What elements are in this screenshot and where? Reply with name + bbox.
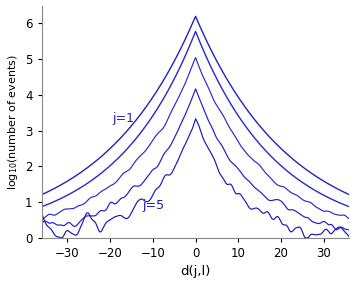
Text: j=5: j=5: [142, 199, 164, 212]
X-axis label: d(j,l): d(j,l): [180, 266, 211, 278]
Text: j=1: j=1: [112, 112, 134, 125]
Y-axis label: log$_{10}$(number of events): log$_{10}$(number of events): [6, 54, 20, 190]
